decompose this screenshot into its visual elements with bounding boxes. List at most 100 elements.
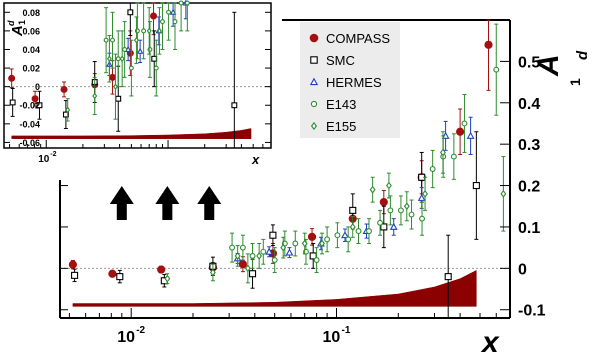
e143-marker bbox=[122, 47, 128, 52]
y-tick-label: 0.2 bbox=[518, 179, 540, 196]
e155-point bbox=[156, 7, 162, 55]
e143-marker bbox=[260, 248, 267, 255]
e143-point bbox=[387, 195, 394, 226]
open-square-icon bbox=[310, 56, 318, 64]
e143-point bbox=[334, 222, 341, 249]
hermes-marker bbox=[169, 8, 177, 15]
e143-marker bbox=[355, 228, 362, 235]
hermes-point bbox=[136, 39, 144, 63]
systematic-band-shape bbox=[72, 269, 477, 307]
e155-marker bbox=[301, 239, 308, 248]
e143-point bbox=[160, 2, 165, 50]
e155-point bbox=[164, 273, 171, 285]
smc-marker bbox=[349, 206, 357, 214]
smc-point bbox=[127, 2, 134, 37]
e143-marker bbox=[153, 65, 159, 71]
e143-marker bbox=[178, 0, 184, 6]
hermes-point bbox=[466, 116, 475, 156]
e143-point bbox=[292, 230, 299, 257]
e155-marker bbox=[146, 27, 152, 35]
inset-y-axis-title: A d 1 bbox=[6, 20, 27, 37]
e155-point bbox=[319, 232, 325, 255]
hermes-marker bbox=[285, 248, 294, 256]
smc-point bbox=[116, 269, 124, 284]
inset-ylabel-sub: 1 bbox=[17, 20, 27, 25]
e143-point bbox=[429, 149, 436, 189]
e155-point bbox=[244, 253, 251, 284]
main-ticks bbox=[60, 60, 510, 318]
e143-point bbox=[345, 226, 352, 253]
e155-marker bbox=[319, 239, 325, 248]
e155-point bbox=[500, 156, 507, 232]
e143-marker bbox=[366, 228, 372, 235]
e143-point bbox=[461, 94, 468, 153]
e143-marker bbox=[397, 207, 404, 214]
e155-marker bbox=[244, 264, 251, 273]
e143-point bbox=[166, 2, 172, 41]
inset-x-tick-label: 10 -2 bbox=[38, 151, 56, 165]
e155-point bbox=[385, 172, 392, 199]
e143-point bbox=[271, 247, 278, 273]
inset-y-tick-label: -0.04 bbox=[19, 119, 40, 129]
compass-point bbox=[60, 81, 68, 98]
smc-marker bbox=[269, 231, 277, 239]
e143-marker bbox=[172, 19, 178, 25]
hermes-marker bbox=[417, 193, 426, 201]
legend-entry: COMPASS bbox=[309, 31, 390, 46]
systematic-band-shape bbox=[11, 128, 252, 139]
e143-marker bbox=[229, 244, 236, 251]
y-tick-label: 0.4 bbox=[518, 96, 540, 113]
e155-point bbox=[133, 16, 139, 64]
legend-label: E143 bbox=[326, 97, 356, 112]
e143-marker bbox=[387, 207, 394, 214]
e155-marker bbox=[349, 223, 356, 231]
x-tick-label: 10 -2 bbox=[117, 325, 145, 346]
e143-point bbox=[324, 226, 331, 253]
e155-marker bbox=[256, 252, 263, 260]
compass-marker bbox=[157, 265, 166, 274]
e155-marker bbox=[119, 55, 125, 63]
hermes-marker bbox=[265, 247, 274, 255]
inset-y-tick-label: 0.06 bbox=[22, 26, 40, 36]
e155-point bbox=[369, 176, 376, 203]
e155-marker bbox=[280, 243, 287, 252]
hermes-point bbox=[341, 228, 349, 242]
e143-marker bbox=[345, 236, 352, 243]
smc-marker bbox=[36, 102, 43, 109]
e155-marker bbox=[440, 148, 446, 157]
inset-x-tick-exponent: -2 bbox=[50, 151, 56, 158]
e143-marker bbox=[461, 120, 468, 127]
e155-marker bbox=[106, 55, 112, 63]
e143-marker bbox=[147, 47, 153, 52]
e155-marker bbox=[112, 83, 118, 90]
e155-point bbox=[119, 30, 125, 88]
e155-point bbox=[234, 245, 241, 267]
e143-marker bbox=[115, 56, 121, 62]
e143-point bbox=[122, 21, 128, 78]
e143-point bbox=[184, 0, 190, 32]
legend-entry: E155 bbox=[310, 119, 356, 134]
inset-x-tick-base: 10 bbox=[38, 154, 50, 165]
smc-point bbox=[36, 90, 43, 120]
e155-point bbox=[280, 236, 287, 259]
e143-point bbox=[355, 218, 362, 244]
e143-point bbox=[260, 238, 267, 265]
compass-point bbox=[31, 90, 39, 107]
e155-point bbox=[256, 243, 263, 269]
hermes-point bbox=[265, 246, 274, 258]
e143-marker bbox=[239, 244, 246, 251]
compass-marker bbox=[238, 260, 247, 269]
compass-point bbox=[456, 108, 465, 156]
hermes-point bbox=[389, 218, 398, 236]
e155-marker bbox=[403, 202, 410, 211]
compass-marker bbox=[8, 74, 16, 82]
open-diamond-icon bbox=[310, 121, 318, 131]
e155-point bbox=[349, 216, 356, 238]
e143-point bbox=[493, 23, 500, 116]
e143-point bbox=[313, 247, 320, 273]
compass-point bbox=[157, 265, 166, 274]
compass-point bbox=[108, 269, 117, 278]
compass-marker bbox=[60, 85, 68, 93]
e143-marker bbox=[128, 65, 134, 71]
y-tick-label: 0.5 bbox=[518, 54, 540, 71]
